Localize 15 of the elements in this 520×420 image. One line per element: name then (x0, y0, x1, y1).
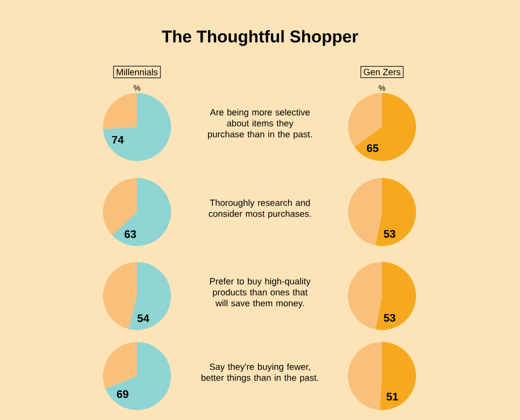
data-label: 54 (137, 314, 150, 322)
data-label: 74 (112, 136, 124, 144)
data-label: 69 (116, 390, 128, 398)
text: Are being more selective about items they purchase than in the past. (208, 108, 312, 140)
text: The Thoughtful Shopper (162, 30, 358, 46)
chart-title: Millennials (116, 68, 158, 76)
text: Thoroughly research and consider most purchases. (208, 199, 311, 219)
data-label: 65 (366, 144, 378, 152)
text: Say they're buying fewer, better things than in the past. (202, 363, 318, 383)
data-label: 51 (386, 392, 398, 401)
text: Prefer to buy high-quality products than ones that will save them money. (210, 278, 311, 308)
chart-title: Gen Zers (364, 68, 400, 76)
data-label: 53 (384, 314, 396, 322)
data-label: 63 (124, 230, 136, 238)
data-label: 53 (384, 230, 396, 238)
